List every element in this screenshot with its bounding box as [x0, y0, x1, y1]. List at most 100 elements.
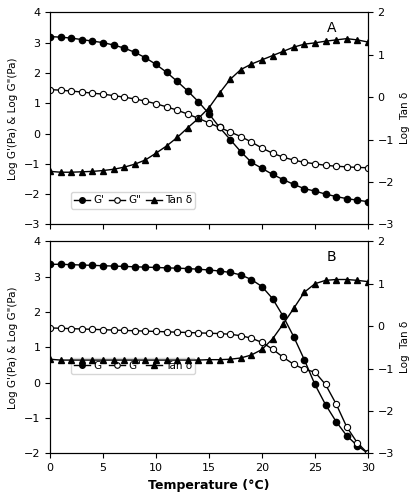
- G': [312, 382, 317, 388]
- Tan δ: [355, 278, 360, 283]
- G': [260, 284, 265, 290]
- G': [185, 88, 190, 94]
- G': [249, 160, 254, 166]
- G": [312, 161, 317, 167]
- Tan δ: [101, 168, 106, 173]
- G": [291, 362, 296, 368]
- G": [260, 340, 265, 345]
- Tan δ: [291, 306, 296, 312]
- Y-axis label: Log G'(Pa) & Log G"(Pa): Log G'(Pa) & Log G"(Pa): [8, 286, 18, 408]
- Tan δ: [175, 134, 180, 140]
- G": [90, 326, 95, 332]
- G': [344, 196, 349, 202]
- Tan δ: [153, 357, 158, 363]
- G': [79, 262, 84, 268]
- G': [133, 264, 138, 270]
- G": [217, 124, 222, 130]
- G": [133, 328, 138, 334]
- Tan δ: [48, 168, 53, 174]
- G": [334, 163, 339, 169]
- G': [153, 264, 158, 270]
- G': [185, 266, 190, 272]
- G": [101, 326, 106, 332]
- G": [164, 329, 169, 335]
- G': [334, 194, 339, 200]
- G": [302, 160, 307, 166]
- G": [122, 328, 127, 334]
- Tan δ: [206, 105, 212, 111]
- Tan δ: [217, 356, 222, 362]
- G': [143, 55, 148, 61]
- Tan δ: [323, 278, 328, 283]
- Tan δ: [164, 357, 169, 363]
- G': [302, 186, 307, 192]
- G': [122, 45, 127, 51]
- Tan δ: [101, 357, 106, 363]
- G": [143, 98, 148, 104]
- G": [249, 335, 254, 341]
- G": [344, 164, 349, 170]
- G': [228, 270, 233, 276]
- Tan δ: [302, 289, 307, 295]
- Tan δ: [249, 352, 254, 358]
- G": [58, 87, 63, 93]
- G": [238, 134, 243, 140]
- G": [48, 325, 53, 331]
- G': [344, 432, 349, 438]
- Tan δ: [280, 321, 285, 327]
- G': [334, 418, 339, 424]
- Tan δ: [111, 166, 116, 172]
- Tan δ: [249, 61, 254, 67]
- G": [175, 329, 180, 335]
- G": [323, 382, 328, 388]
- G": [323, 162, 328, 168]
- Tan δ: [79, 357, 84, 363]
- Line: G': G': [47, 34, 371, 205]
- G": [133, 96, 138, 102]
- Tan δ: [206, 356, 212, 362]
- Text: A: A: [326, 21, 336, 35]
- G": [217, 330, 222, 336]
- G': [302, 356, 307, 362]
- Tan δ: [153, 150, 158, 156]
- G': [58, 34, 63, 40]
- Tan δ: [58, 169, 63, 175]
- G": [238, 332, 243, 338]
- Tan δ: [302, 41, 307, 47]
- G': [48, 34, 53, 40]
- G': [228, 136, 233, 142]
- G': [270, 296, 275, 302]
- G': [79, 36, 84, 43]
- G': [280, 314, 285, 320]
- G": [69, 326, 74, 332]
- G": [260, 145, 265, 151]
- G": [206, 330, 212, 336]
- G': [217, 124, 222, 130]
- Tan δ: [355, 37, 360, 43]
- G": [312, 369, 317, 375]
- Tan δ: [90, 168, 95, 174]
- Tan δ: [185, 357, 190, 363]
- Y-axis label: Log  Tan δ: Log Tan δ: [400, 92, 410, 144]
- Tan δ: [196, 357, 201, 363]
- G': [48, 262, 53, 268]
- Y-axis label: Log  Tan δ: Log Tan δ: [400, 321, 410, 374]
- Tan δ: [143, 357, 148, 363]
- G': [217, 268, 222, 274]
- Tan δ: [334, 37, 339, 43]
- Y-axis label: Log G'(Pa) & Log G"(Pa): Log G'(Pa) & Log G"(Pa): [8, 57, 18, 180]
- Tan δ: [122, 164, 127, 170]
- G": [228, 332, 233, 338]
- G": [249, 139, 254, 145]
- Line: G": G": [47, 325, 371, 456]
- G": [175, 107, 180, 113]
- Tan δ: [58, 357, 63, 363]
- G": [58, 326, 63, 332]
- G": [185, 330, 190, 336]
- Tan δ: [69, 357, 74, 363]
- Tan δ: [79, 169, 84, 175]
- Tan δ: [111, 357, 116, 363]
- Tan δ: [133, 357, 138, 363]
- G': [164, 265, 169, 271]
- G': [175, 78, 180, 84]
